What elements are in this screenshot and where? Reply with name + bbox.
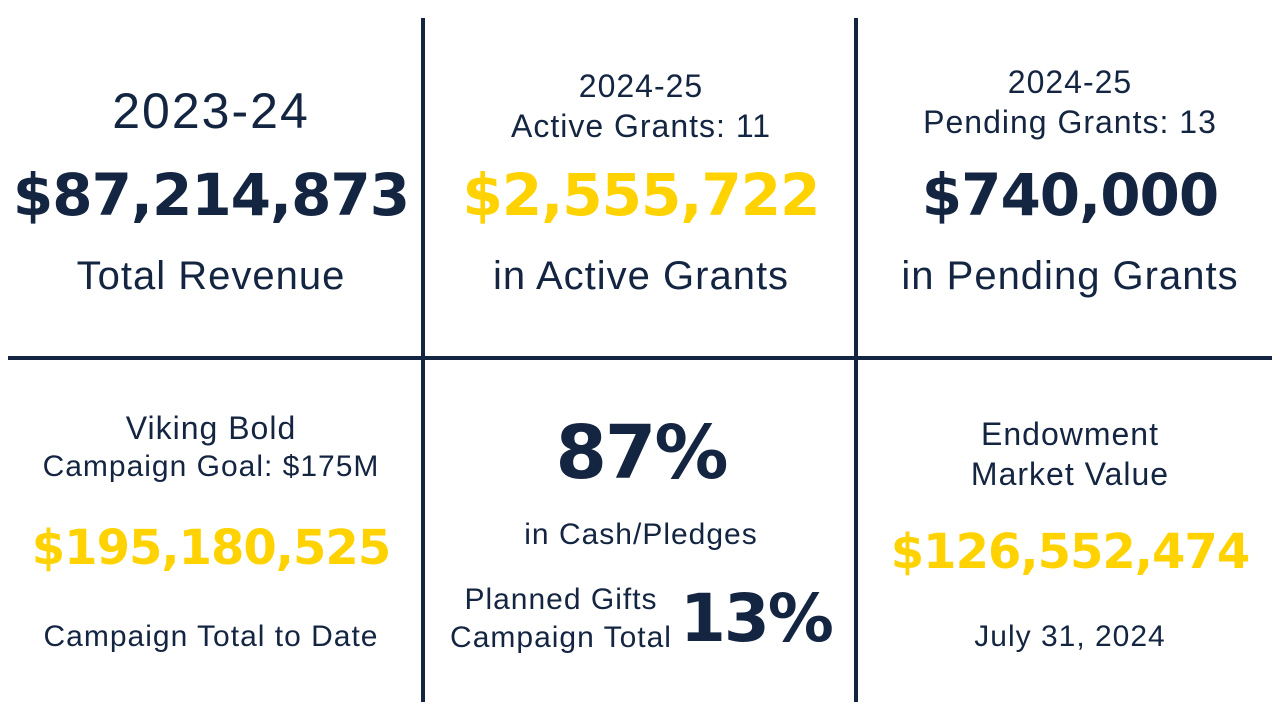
- planned-gifts-line2: Campaign Total: [450, 620, 672, 654]
- total-revenue-year: 2023-24: [112, 83, 310, 139]
- endowment-line2: Market Value: [970, 456, 1170, 492]
- total-revenue-amount: $87,214,873: [12, 161, 410, 229]
- endowment-amount: $126,552,474: [890, 524, 1250, 580]
- planned-gifts-percent: 13%: [679, 580, 834, 657]
- campaign-name: Viking Bold: [125, 410, 297, 446]
- campaign-breakdown-panel: 87% in Cash/Pledges Planned Gifts Campai…: [426, 362, 856, 720]
- active-grants-amount: $2,555,722: [462, 161, 821, 229]
- active-grants-year: 2024-25: [578, 68, 704, 104]
- campaign-panel: Viking Bold Campaign Goal: $175M $195,18…: [0, 362, 422, 720]
- active-grants-caption: in Active Grants: [492, 254, 790, 298]
- active-grants-count: Active Grants: 11: [510, 108, 772, 144]
- cash-pledges-percent: 87%: [555, 410, 728, 496]
- pending-grants-year: 2024-25: [1007, 64, 1133, 100]
- pending-grants-amount: $740,000: [921, 161, 1220, 229]
- horizontal-divider: [8, 356, 1272, 360]
- total-revenue-caption: Total Revenue: [76, 254, 346, 298]
- endowment-line1: Endowment: [981, 416, 1159, 452]
- campaign-caption: Campaign Total to Date: [43, 620, 379, 653]
- planned-gifts-row: Planned Gifts Campaign Total 13%: [426, 580, 856, 657]
- pending-grants-panel: 2024-25 Pending Grants: 13 $740,000 in P…: [860, 0, 1280, 358]
- endowment-date: July 31, 2024: [974, 620, 1166, 653]
- pending-grants-count: Pending Grants: 13: [923, 104, 1217, 140]
- campaign-amount: $195,180,525: [31, 520, 391, 576]
- campaign-goal: Campaign Goal: $175M: [42, 450, 380, 483]
- vertical-divider-right: [854, 18, 858, 702]
- planned-gifts-label: Planned Gifts Campaign Total: [450, 581, 672, 657]
- active-grants-panel: 2024-25 Active Grants: 11 $2,555,722 in …: [426, 0, 856, 358]
- vertical-divider-left: [421, 18, 425, 702]
- planned-gifts-line1: Planned Gifts: [464, 582, 658, 616]
- total-revenue-panel: 2023-24 $87,214,873 Total Revenue: [0, 0, 422, 358]
- pending-grants-caption: in Pending Grants: [901, 254, 1239, 298]
- cash-pledges-caption: in Cash/Pledges: [524, 518, 758, 551]
- endowment-panel: Endowment Market Value $126,552,474 July…: [860, 362, 1280, 720]
